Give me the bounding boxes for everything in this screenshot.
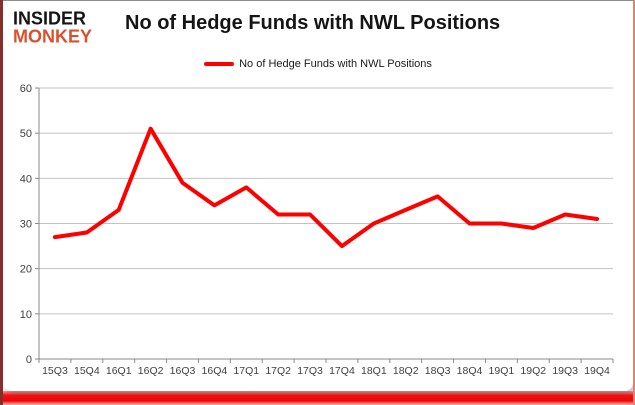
x-tick-label: 16Q3: [170, 365, 196, 377]
x-tick-label: 15Q3: [42, 365, 68, 377]
x-tick-label: 16Q4: [202, 365, 228, 377]
y-tick-label: 30: [20, 219, 32, 231]
y-tick-label: 60: [20, 83, 32, 95]
x-tick-label: 17Q2: [265, 365, 291, 377]
x-tick-label: 18Q1: [361, 365, 387, 377]
line-chart-plot: 0 10 20 30 40 50 60 15Q3 15Q4 16Q1 16Q2 16Q3 16Q4 17Q…: [20, 83, 614, 377]
frame-border-top: [0, 0, 635, 1]
frame-border-left: [0, 0, 3, 405]
y-tick-label: 40: [20, 173, 32, 185]
x-tick-label: 19Q2: [520, 365, 546, 377]
x-tick-label: 19Q3: [552, 365, 578, 377]
x-tick-label: 18Q4: [457, 365, 483, 377]
insider-monkey-logo: INSIDER MONKEY: [13, 7, 93, 47]
y-tick-label: 10: [20, 309, 32, 321]
x-tick-label: 18Q2: [393, 365, 419, 377]
frame-bottom-bar: [0, 391, 635, 405]
legend-label: No of Hedge Funds with NWL Positions: [239, 58, 432, 70]
legend-line-swatch: [204, 62, 235, 66]
x-tick-label: 19Q1: [489, 365, 515, 377]
chart-title: No of Hedge Funds with NWL Positions: [125, 12, 501, 34]
logo-text-monkey: MONKEY: [13, 25, 93, 47]
y-tick-label: 50: [20, 128, 32, 140]
x-tick-label: 17Q3: [297, 365, 323, 377]
x-tick-label: 16Q1: [106, 365, 132, 377]
frame-border-right: [633, 0, 635, 405]
x-tick-label: 19Q4: [584, 365, 610, 377]
chart-card: INSIDER MONKEY No of Hedge Funds with NW…: [3, 1, 633, 391]
legend: No of Hedge Funds with NWL Positions: [3, 58, 633, 70]
y-tick-label: 20: [20, 264, 32, 276]
x-tick-label: 15Q4: [74, 365, 100, 377]
hedge-fund-count-line: [52, 126, 600, 249]
x-tick-label: 17Q4: [329, 365, 355, 377]
x-tick-label: 18Q3: [425, 365, 451, 377]
x-tick-label: 16Q2: [138, 365, 164, 377]
x-tick-label: 17Q1: [233, 365, 259, 377]
logo-text-insider: INSIDER: [13, 7, 87, 29]
y-tick-label: 0: [26, 354, 32, 366]
